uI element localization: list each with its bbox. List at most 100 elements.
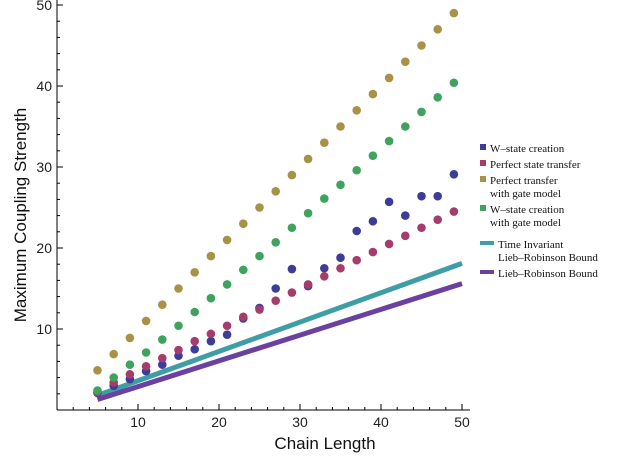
axes: 10 20 30 40 50 10 20 30 40 50: [36, 0, 470, 430]
data-point: [352, 106, 362, 115]
data-point: [174, 345, 183, 355]
y-tick-label: 30: [36, 159, 52, 175]
data-point: [125, 360, 135, 369]
data-point: [239, 312, 248, 322]
legend-swatch: [480, 176, 486, 182]
data-point: [190, 344, 199, 354]
data-point: [287, 170, 297, 180]
data-point: [255, 251, 264, 261]
data-point: [271, 187, 281, 196]
data-point: [368, 151, 378, 160]
data-point: [141, 348, 151, 357]
data-point: [141, 361, 151, 371]
data-point: [417, 107, 426, 117]
legend-label: W–state creation: [490, 143, 565, 155]
data-point: [368, 216, 378, 226]
data-point: [320, 263, 329, 273]
data-point: [190, 268, 199, 277]
data-point: [287, 264, 297, 274]
legend-swatch: [480, 144, 486, 150]
data-point: [320, 272, 329, 281]
data-point: [384, 239, 394, 249]
data-point: [320, 138, 329, 147]
data-point: [384, 136, 394, 146]
data-point: [433, 215, 443, 224]
data-point: [158, 353, 167, 363]
legend-label: Perfect transfer: [490, 175, 558, 187]
data-point: [158, 300, 167, 310]
data-point: [271, 238, 281, 247]
data-point: [287, 288, 297, 297]
data-point: [271, 296, 281, 305]
data-point: [433, 191, 443, 201]
data-point: [255, 305, 264, 314]
x-tick-label: 50: [454, 414, 470, 430]
data-point: [93, 386, 102, 395]
data-point: [239, 219, 248, 228]
data-point: [109, 373, 118, 382]
data-point: [417, 41, 426, 50]
data-point: [336, 263, 345, 273]
data-point: [125, 370, 135, 379]
legend-label: Lieb–Robinson Bound: [498, 268, 598, 280]
x-tick-label: 40: [373, 414, 389, 430]
y-tick-label: 40: [36, 78, 52, 94]
data-point: [417, 223, 426, 233]
series-line: [96, 281, 463, 402]
legend-label: with gate model: [490, 217, 561, 229]
data-point: [401, 122, 410, 131]
data-point: [303, 280, 313, 289]
data-point: [222, 235, 232, 245]
legend-label: Time Invariant: [498, 239, 563, 251]
data-point: [336, 180, 345, 190]
x-tick-label: 30: [292, 414, 308, 430]
legend-label: Lieb–Robinson Bound: [498, 252, 598, 264]
data-point: [174, 321, 183, 331]
data-point: [401, 57, 410, 66]
y-tick-label: 20: [36, 240, 52, 256]
data-point: [449, 78, 459, 88]
data-point: [109, 349, 118, 359]
data-point: [174, 284, 183, 293]
data-point: [449, 8, 459, 18]
data-point: [433, 93, 443, 102]
chart-marks: [93, 8, 463, 402]
data-point: [206, 293, 216, 303]
data-point: [449, 169, 459, 179]
data-point: [190, 307, 199, 317]
data-point: [384, 73, 394, 83]
legend-swatch: [480, 160, 486, 166]
data-point: [93, 366, 102, 375]
data-point: [401, 231, 410, 241]
legend-item: Perfect state transfer: [480, 159, 581, 171]
y-axis-label: Maximum Coupling Strength: [11, 108, 30, 322]
data-point: [320, 194, 329, 203]
data-point: [287, 223, 297, 233]
legend-swatch: [480, 205, 486, 211]
data-point: [190, 336, 199, 346]
data-point: [125, 333, 135, 343]
data-point: [271, 284, 281, 293]
data-point: [255, 203, 264, 212]
data-point: [336, 122, 345, 131]
data-point: [222, 330, 232, 339]
data-point: [368, 247, 378, 257]
y-tick-label: 10: [36, 321, 52, 337]
data-point: [303, 208, 313, 218]
legend-item: Lieb–Robinson Bound: [480, 268, 598, 280]
data-point: [206, 329, 216, 339]
data-point: [449, 207, 459, 216]
data-point: [401, 211, 410, 220]
data-point: [384, 197, 394, 207]
data-point: [239, 265, 248, 275]
data-point: [417, 191, 426, 201]
legend-label: with gate model: [490, 188, 561, 200]
legend-label: Perfect state transfer: [490, 159, 581, 171]
data-point: [368, 89, 378, 99]
legend: W–state creation Perfect state transfer Pe…: [480, 143, 598, 280]
data-point: [206, 251, 216, 261]
